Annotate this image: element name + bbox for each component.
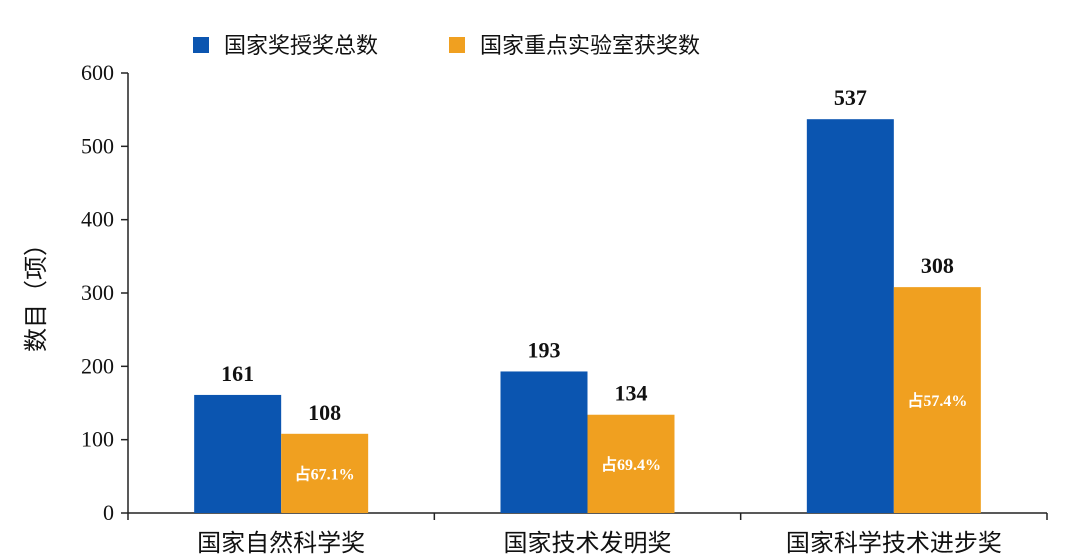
y-tick-label: 600 xyxy=(81,60,114,85)
y-tick-label: 0 xyxy=(103,500,114,525)
data-label: 161 xyxy=(221,361,254,386)
data-label: 134 xyxy=(615,381,648,406)
y-tick-label: 100 xyxy=(81,427,114,452)
y-ticks: 0 100 200 300 400 500 600 xyxy=(81,60,128,525)
x-category-label: 国家科学技术进步奖 xyxy=(786,529,1002,557)
y-axis-label: 数目（项） xyxy=(22,232,50,352)
percent-label: 占69.4% xyxy=(601,455,661,474)
bar xyxy=(500,371,588,513)
y-tick-label: 200 xyxy=(81,353,114,378)
data-label: 193 xyxy=(528,337,561,362)
x-ticks: 国家自然科学奖 国家技术发明奖 国家科学技术进步奖 xyxy=(127,513,1048,557)
data-labels: 161 108 占67.1% 193 134 占69.4% 537 308 占57.4% xyxy=(221,85,967,483)
percent-label: 占57.4% xyxy=(907,391,967,410)
data-label: 108 xyxy=(308,400,341,425)
y-tick-label: 400 xyxy=(81,207,114,232)
legend-label-lab: 国家重点实验室获奖数 xyxy=(480,34,700,59)
data-label: 537 xyxy=(834,85,867,110)
percent-label: 占67.1% xyxy=(295,464,355,483)
legend-swatch-lab xyxy=(449,37,465,53)
bar xyxy=(806,119,894,513)
x-category-label: 国家自然科学奖 xyxy=(197,529,365,557)
bar xyxy=(281,433,369,513)
y-tick-label: 300 xyxy=(81,280,114,305)
bars xyxy=(194,119,981,513)
data-label: 308 xyxy=(921,253,954,278)
y-tick-label: 500 xyxy=(81,133,114,158)
legend-swatch-total xyxy=(193,37,209,53)
bar xyxy=(587,414,675,513)
legend-label-total: 国家奖授奖总数 xyxy=(224,34,378,59)
bar xyxy=(893,287,981,513)
x-category-label: 国家技术发明奖 xyxy=(504,529,672,557)
bar xyxy=(194,394,282,513)
legend: 国家奖授奖总数 国家重点实验室获奖数 xyxy=(193,34,700,59)
